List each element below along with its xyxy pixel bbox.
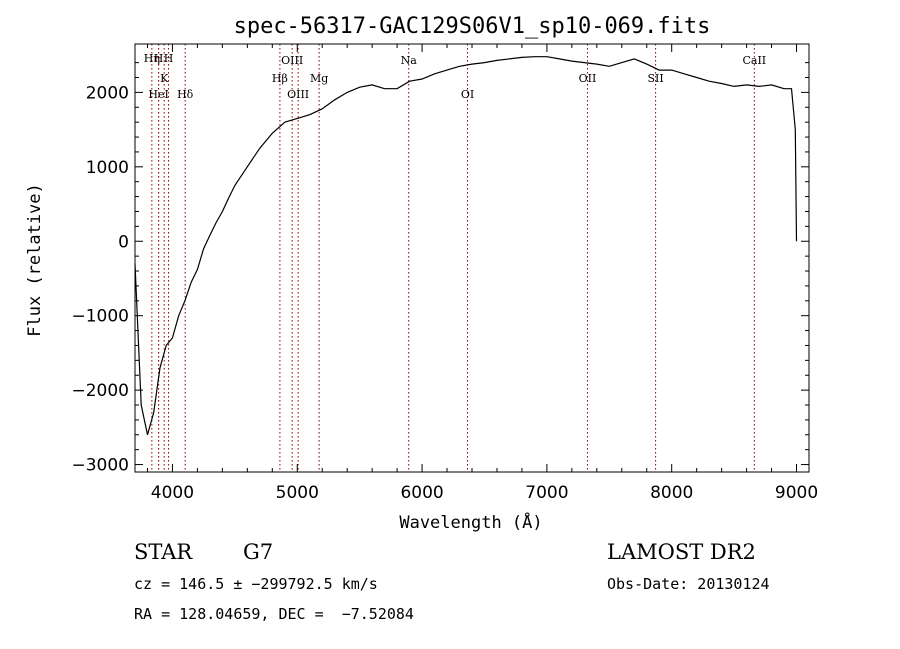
- spectral-line-label: OII: [579, 72, 597, 85]
- x-axis-ticks: 4000 5000 6000 7000 8000 9000: [146, 44, 818, 503]
- plot-frame: [134, 43, 810, 473]
- spectral-line-label: OI: [461, 88, 474, 101]
- y-axis-label: Flux (relative): [25, 183, 45, 337]
- spectral-line-label: Mg: [310, 72, 328, 85]
- y-tick-label: −3000: [71, 456, 129, 476]
- spectral-line-label: Na: [401, 54, 418, 67]
- spectral-line-label: H: [154, 52, 164, 65]
- spectral-line-label: OIII: [281, 54, 303, 67]
- x-tick-label: 5000: [276, 483, 319, 503]
- x-tick-label: 4000: [151, 483, 194, 503]
- y-tick-label: −1000: [71, 307, 129, 327]
- spectral-line-label: HeI: [148, 88, 168, 101]
- object-subclass: G7: [243, 540, 274, 564]
- y-tick-label: −2000: [71, 381, 129, 401]
- spectral-line-label: Hβ: [272, 72, 288, 85]
- chart-title: spec-56317-GAC129S06V1_sp10-069.fits: [234, 14, 711, 39]
- obs-date: Obs-Date: 20130124: [607, 575, 770, 593]
- spectral-line-label: H: [164, 52, 174, 65]
- y-tick-label: 2000: [86, 83, 129, 103]
- ra-dec-line: RA = 128.04659, DEC = −7.52084: [134, 605, 414, 623]
- spectrum-series-line: [134, 56, 798, 435]
- spectral-line-label: SII: [647, 72, 663, 85]
- y-tick-label: 1000: [86, 158, 129, 178]
- spectral-line-label: Hδ: [177, 88, 194, 101]
- spectral-line-label: CaII: [742, 54, 766, 67]
- y-tick-label: 0: [118, 232, 129, 252]
- spectral-line-label: K: [160, 72, 169, 85]
- survey-name: LAMOST DR2: [607, 540, 756, 564]
- x-tick-label: 7000: [525, 483, 568, 503]
- redshift-line: cz = 146.5 ± −299792.5 km/s: [134, 575, 378, 593]
- spectral-line-label: Hη: [144, 52, 160, 65]
- y-axis-ticks: −3000 −2000 −1000 0 1000 2000: [71, 62, 809, 476]
- x-tick-label: 6000: [400, 483, 443, 503]
- spectral-line-label: OIII: [287, 88, 309, 101]
- x-tick-label: 9000: [775, 483, 818, 503]
- object-type: STAR: [134, 540, 193, 564]
- x-tick-label: 8000: [650, 483, 693, 503]
- x-axis-label: Wavelength (Å): [399, 511, 542, 533]
